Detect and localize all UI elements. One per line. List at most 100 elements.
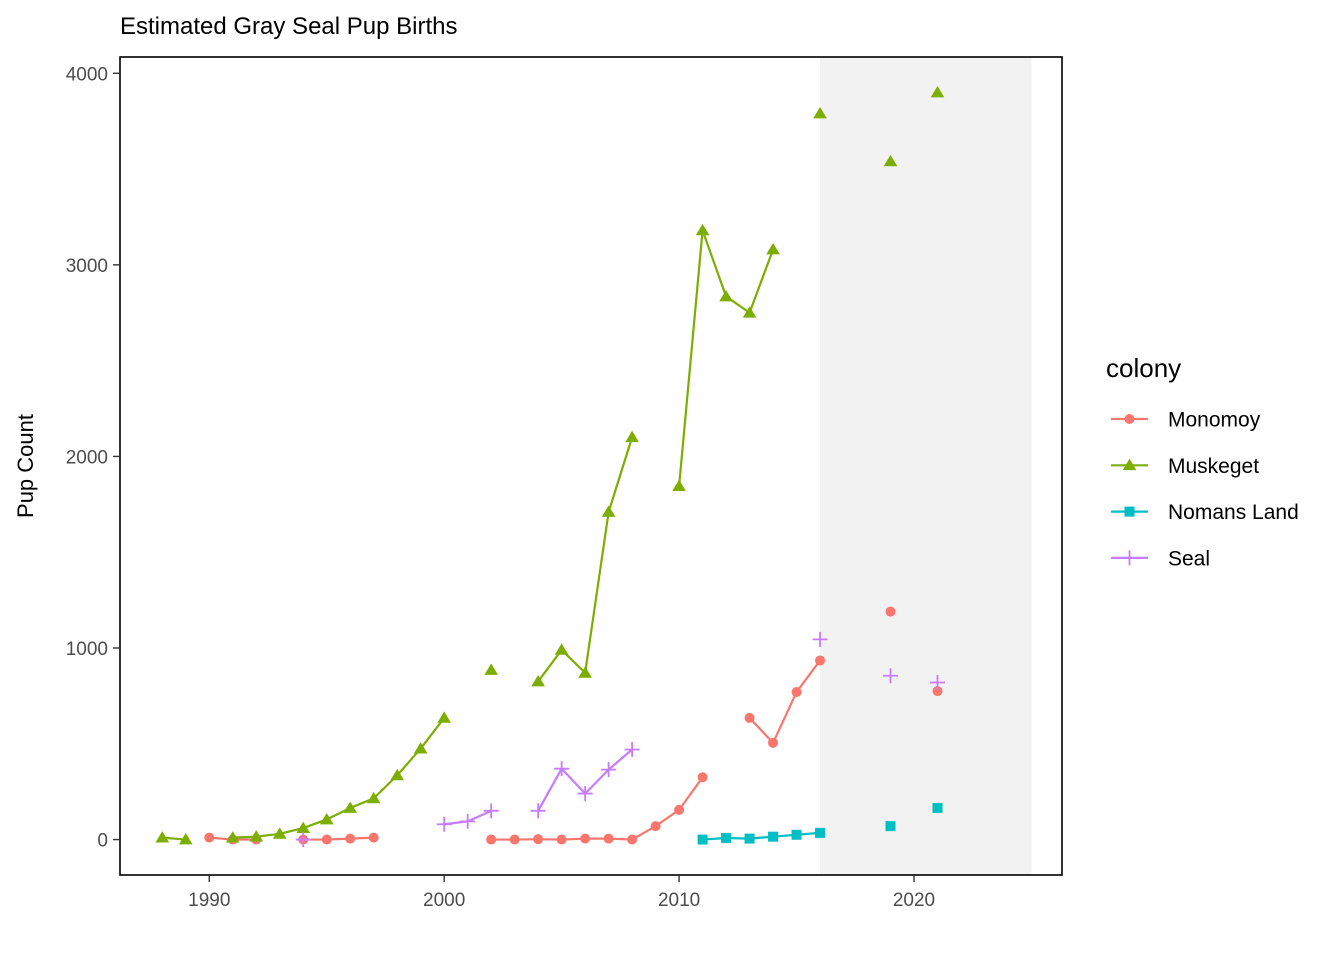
data-point: [601, 762, 617, 778]
data-point: [672, 479, 686, 491]
data-point: [744, 833, 755, 844]
data-point: [813, 107, 827, 119]
data-point: [345, 833, 356, 844]
data-point: [812, 631, 828, 647]
data-point: [674, 804, 685, 815]
data-point: [509, 834, 520, 845]
series-layer: [155, 85, 945, 848]
data-point: [155, 831, 170, 843]
legend-label: Nomans Land: [1168, 501, 1299, 524]
data-point: [625, 430, 639, 443]
legend-key-marker: [1124, 414, 1135, 424]
data-point: [929, 674, 945, 690]
x-axis: 1990 2000 2010 2020: [188, 875, 935, 911]
data-point: [932, 802, 943, 813]
legend: colony Monomoy Muskeget Nomans Land Seal: [1106, 353, 1299, 570]
data-point: [413, 742, 428, 754]
legend-title: colony: [1106, 353, 1181, 383]
data-point: [295, 832, 311, 848]
series-line: [748, 659, 821, 744]
data-point: [178, 833, 193, 845]
legend-item: Seal: [1111, 547, 1210, 570]
series-seal: [295, 631, 945, 848]
series-line: [537, 748, 633, 812]
data-point: [580, 833, 591, 844]
y-axis: 0 1000 2000 3000 4000: [66, 64, 120, 852]
data-point: [697, 834, 708, 845]
shaded-region: [820, 57, 1032, 875]
data-point: [321, 834, 332, 845]
legend-label: Monomoy: [1168, 409, 1261, 432]
data-point: [601, 505, 616, 517]
data-point: [791, 829, 802, 840]
y-tick-label: 2000: [66, 447, 108, 468]
series-nomans-land: [697, 802, 943, 845]
data-point: [883, 154, 898, 167]
legend-label: Muskeget: [1168, 455, 1259, 478]
series-muskeget: [155, 85, 945, 845]
data-point: [225, 831, 240, 843]
data-point: [531, 675, 545, 687]
series-line: [677, 229, 775, 487]
data-point: [296, 821, 311, 833]
data-point: [556, 834, 567, 845]
data-point: [530, 803, 546, 819]
data-point: [885, 821, 896, 832]
data-point: [436, 816, 452, 832]
data-point: [791, 687, 802, 698]
data-point: [744, 712, 755, 723]
y-tick-label: 4000: [66, 64, 108, 85]
x-tick-label: 2020: [893, 890, 935, 911]
y-axis-label: Pup Count: [13, 414, 38, 518]
plot-panel: [119, 56, 1063, 876]
y-tick-label: 3000: [66, 256, 108, 277]
data-point: [768, 831, 779, 842]
data-point: [695, 223, 710, 236]
data-point: [486, 834, 497, 845]
panel-border: [119, 56, 1063, 876]
data-point: [578, 666, 592, 678]
chart-title: Estimated Gray Seal Pup Births: [120, 13, 457, 40]
data-point: [272, 827, 287, 839]
data-point: [627, 834, 638, 845]
data-point: [721, 833, 732, 844]
data-point: [650, 821, 661, 832]
legend-key-marker: [1124, 506, 1135, 517]
data-point: [885, 606, 896, 617]
data-point: [460, 813, 476, 829]
x-tick-label: 2010: [658, 890, 700, 911]
data-point: [484, 663, 498, 675]
data-point: [932, 686, 943, 697]
data-point: [437, 711, 452, 723]
data-point: [390, 768, 405, 781]
data-point: [204, 832, 215, 843]
series-line: [303, 836, 374, 841]
data-point: [815, 655, 826, 666]
data-point: [697, 772, 708, 783]
data-point: [768, 737, 779, 748]
data-point: [719, 289, 733, 302]
y-tick-label: 0: [97, 831, 108, 852]
x-tick-label: 2000: [423, 890, 465, 911]
data-point: [883, 668, 899, 684]
data-point: [577, 786, 593, 802]
data-point: [533, 834, 544, 845]
legend-label: Seal: [1168, 547, 1210, 570]
data-point: [603, 833, 614, 844]
data-point: [483, 803, 499, 819]
data-point: [366, 791, 381, 804]
series-monomoy: [204, 606, 943, 845]
legend-key-marker: [1122, 550, 1137, 566]
data-point: [554, 761, 570, 777]
y-tick-label: 1000: [66, 639, 108, 660]
data-point: [766, 243, 780, 255]
data-point: [368, 832, 379, 843]
legend-item: Monomoy: [1111, 409, 1261, 432]
series-line: [232, 717, 446, 839]
data-point: [343, 801, 358, 813]
series-line: [491, 776, 704, 841]
data-point: [554, 643, 569, 655]
data-point: [319, 812, 334, 825]
legend-key-marker: [1122, 458, 1137, 471]
